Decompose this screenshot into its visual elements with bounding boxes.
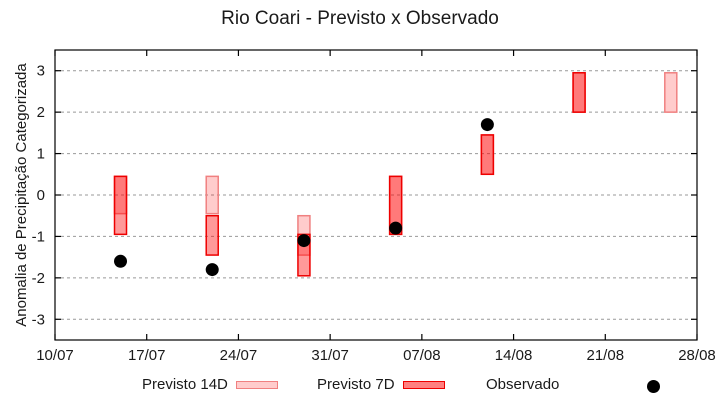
range-bar-previsto-14d xyxy=(205,175,219,215)
legend-swatch-7d xyxy=(402,380,445,389)
range-bar-previsto-7d xyxy=(480,134,495,176)
range-bars xyxy=(113,72,678,277)
range-bar-previsto-7d xyxy=(205,214,219,256)
range-bar-previsto-7d xyxy=(572,72,586,113)
y-tick-label: -1 xyxy=(32,228,45,245)
y-tick-label: 0 xyxy=(37,187,45,204)
x-tick-label: 07/08 xyxy=(403,347,441,364)
observed-point xyxy=(205,263,219,277)
y-tick-label: 3 xyxy=(37,63,45,80)
legend-dot-icon xyxy=(647,380,661,393)
x-tick-label: 24/07 xyxy=(220,347,258,364)
legend-label: Previsto 14D xyxy=(142,376,228,393)
y-tick-label: -3 xyxy=(32,311,45,328)
x-tick-label: 21/08 xyxy=(587,347,625,364)
x-tick-label: 10/07 xyxy=(36,347,74,364)
legend-item-previsto-14d: Previsto 14D xyxy=(142,376,278,393)
y-tick-label: 2 xyxy=(37,104,45,121)
axis-ticks: 3 2 1 0 -1 -2 -3 10/07 17/07 24/07 31/07 07/08 14/08… xyxy=(32,50,716,364)
range-bar-previsto-14d xyxy=(664,72,678,113)
grid-lines xyxy=(55,70,697,320)
chart-title: Rio Coari - Previsto x Observado xyxy=(221,8,499,29)
y-tick-label: -2 xyxy=(32,270,45,287)
legend-label: Previsto 7D xyxy=(317,376,395,393)
legend-label: Observado xyxy=(486,376,560,393)
observed-point xyxy=(297,234,311,248)
legend-item-observado: Observado xyxy=(486,376,661,393)
legend: Previsto 14D Previsto 7D Observado xyxy=(0,376,720,398)
observed-point xyxy=(389,221,403,235)
range-bar-previsto-7d xyxy=(113,175,128,236)
observed-point xyxy=(480,118,494,132)
x-tick-label: 28/08 xyxy=(678,347,716,364)
x-tick-label: 17/07 xyxy=(128,347,166,364)
x-tick-label: 14/08 xyxy=(495,347,533,364)
y-axis-label: Anomalia de Precipitação Categorizada xyxy=(13,63,30,327)
legend-swatch-14d xyxy=(235,380,278,389)
observed-points xyxy=(114,118,494,277)
y-tick-label: 1 xyxy=(37,146,45,163)
observed-point xyxy=(114,254,128,268)
x-tick-label: 31/07 xyxy=(311,347,349,364)
legend-item-previsto-7d: Previsto 7D xyxy=(317,376,445,393)
